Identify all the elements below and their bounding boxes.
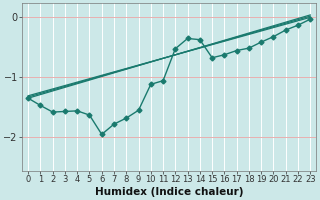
X-axis label: Humidex (Indice chaleur): Humidex (Indice chaleur) xyxy=(95,187,244,197)
